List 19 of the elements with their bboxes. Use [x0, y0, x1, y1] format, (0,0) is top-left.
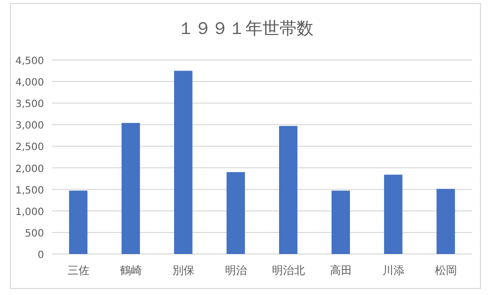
x-tick-label: 鶴崎 [120, 264, 142, 277]
y-tick-label: 2,500 [15, 142, 44, 154]
y-tick-label: 500 [24, 228, 44, 240]
x-tick-label: 三佐 [67, 264, 90, 277]
x-tick-label: 別保 [172, 264, 194, 277]
y-tick-label: 3,000 [15, 120, 44, 132]
y-tick-label: 4,500 [15, 56, 44, 67]
x-tick-label: 高田 [330, 264, 352, 277]
y-tick-label: 4,000 [15, 78, 44, 89]
x-tick-label: 川添 [382, 264, 404, 277]
x-tick-label: 明治 [224, 264, 247, 277]
y-tick-label: 1,000 [15, 206, 44, 218]
y-tick-label: 0 [38, 250, 44, 261]
y-tick-label: 1,500 [15, 185, 44, 196]
x-tick-label: 明治北 [272, 264, 305, 277]
y-tick-label: 3,500 [15, 99, 44, 110]
chart-title: １９９１年世帯数 [178, 19, 314, 39]
y-tick-label: 2,000 [15, 164, 44, 175]
x-tick-label: 松岡 [434, 264, 457, 277]
